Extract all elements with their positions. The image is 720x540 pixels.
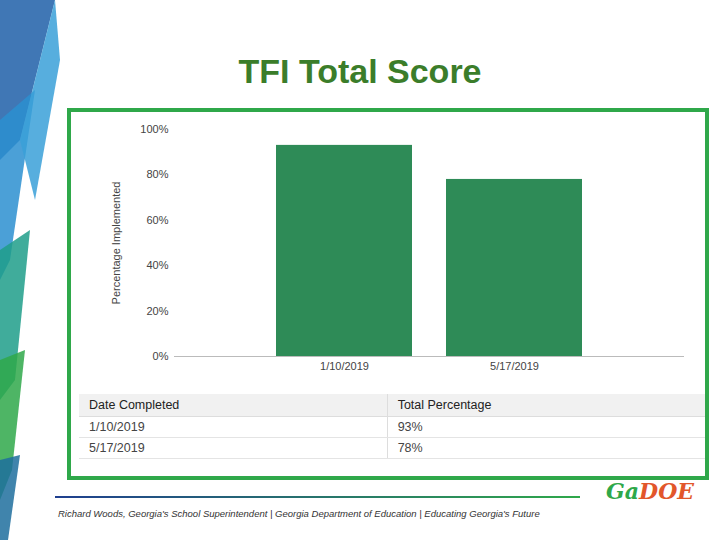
svg-text:1/10/2019: 1/10/2019 xyxy=(320,360,369,372)
html-text:1/10/2019: 1/10/2019 xyxy=(89,420,145,434)
svg-text:Percentage Implemented: Percentage Implemented xyxy=(110,182,122,305)
html-text:93%: 93% xyxy=(397,420,423,434)
svg-text:40%: 40% xyxy=(146,259,168,271)
html-text:Date Completed: Date Completed xyxy=(89,398,180,412)
html-text:78%: 78% xyxy=(397,441,423,455)
svg-text:100%: 100% xyxy=(140,123,168,135)
html-text:5/17/2019: 5/17/2019 xyxy=(89,441,145,455)
html-text:Ga DOE: Ga DOE xyxy=(606,478,695,504)
svg-text:20%: 20% xyxy=(146,305,168,317)
svg-text:5/17/2019: 5/17/2019 xyxy=(490,360,539,372)
svg-text:80%: 80% xyxy=(146,168,168,180)
html-text:Richard Woods, Georgia's Schoo: Richard Woods, Georgia's School Superint… xyxy=(58,508,540,519)
svg-text:60%: 60% xyxy=(146,214,168,226)
html-text:Total Percentage: Total Percentage xyxy=(397,398,492,412)
html-text:TFI Total Score: TFI Total Score xyxy=(238,52,482,90)
svg-text:0%: 0% xyxy=(153,350,169,362)
